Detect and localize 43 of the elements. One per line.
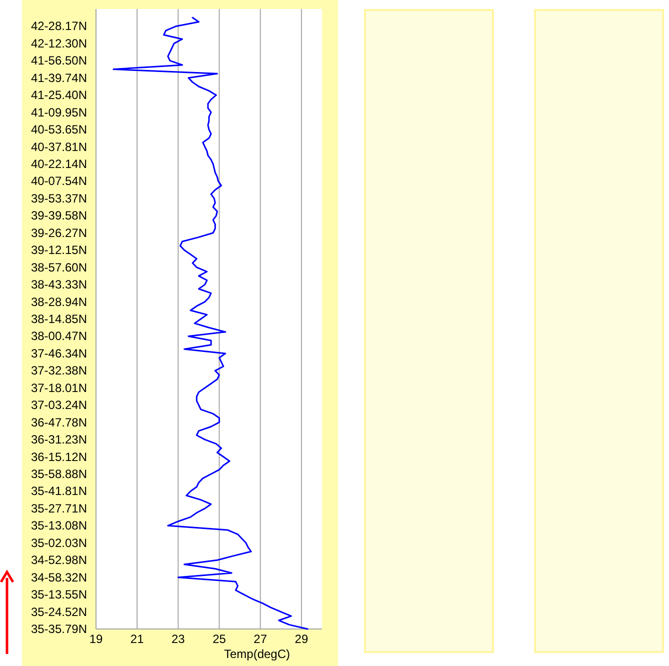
y-tick-label: 37-18.01N (30, 380, 87, 395)
y-tick-label: 41-09.95N (30, 105, 87, 120)
y-tick-label: 39-53.37N (30, 191, 87, 206)
y-tick-label: 39-12.15N (30, 243, 87, 258)
y-tick-label: 37-32.38N (30, 364, 87, 378)
y-tick-label: 35-35.79N (30, 622, 87, 636)
y-tick-label: 40-22.14N (30, 157, 87, 171)
x-tick-label: 23 (172, 632, 186, 646)
y-tick-label: 37-03.24N (30, 398, 87, 412)
y-tick-label: 37-46.34N (30, 346, 87, 360)
y-tick-label: 35-13.08N (30, 518, 87, 533)
y-tick-label: 39-39.58N (30, 208, 87, 223)
x-tick-label: 19 (89, 632, 103, 646)
y-tick-label: 35-24.52N (30, 604, 87, 619)
y-tick-label: 41-25.40N (30, 88, 87, 102)
y-tick-label: 35-41.81N (30, 484, 87, 498)
y-tick-label: 36-31.23N (30, 432, 87, 447)
y-tick-label: 34-58.32N (30, 570, 87, 584)
x-axis-title: Temp(degC) (224, 647, 290, 661)
y-tick-label: 38-57.60N (30, 260, 87, 274)
y-tick-label: 42-28.17N (30, 19, 87, 34)
y-tick-label: 38-00.47N (30, 329, 87, 344)
y-tick-label: 35-13.55N (30, 588, 87, 602)
x-tick-label: 27 (254, 632, 268, 646)
y-tick-label: 35-02.03N (30, 536, 87, 550)
y-tick-label: 36-15.12N (30, 450, 87, 464)
y-tick-label: 40-53.65N (30, 122, 87, 137)
y-tick-label: 39-26.27N (30, 226, 87, 240)
x-tick-label: 25 (212, 632, 226, 646)
y-tick-label: 38-14.85N (30, 312, 87, 326)
x-tick-label: 29 (294, 632, 308, 646)
y-tick-label: 38-43.33N (30, 278, 87, 292)
y-tick-label: 42-12.30N (30, 36, 87, 50)
y-tick-label: 41-39.74N (30, 70, 87, 85)
y-tick-label: 34-52.98N (30, 553, 87, 568)
y-tick-label: 36-47.78N (30, 415, 87, 430)
y-tick-label: 38-28.94N (30, 294, 87, 309)
y-tick-label: 35-58.88N (30, 467, 87, 481)
y-tick-label: 40-07.54N (30, 174, 87, 188)
y-tick-label: 41-56.50N (30, 54, 87, 68)
y-tick-label: 35-27.71N (30, 501, 87, 516)
x-tick-label: 21 (130, 632, 144, 646)
y-tick-label: 40-37.81N (30, 140, 87, 154)
